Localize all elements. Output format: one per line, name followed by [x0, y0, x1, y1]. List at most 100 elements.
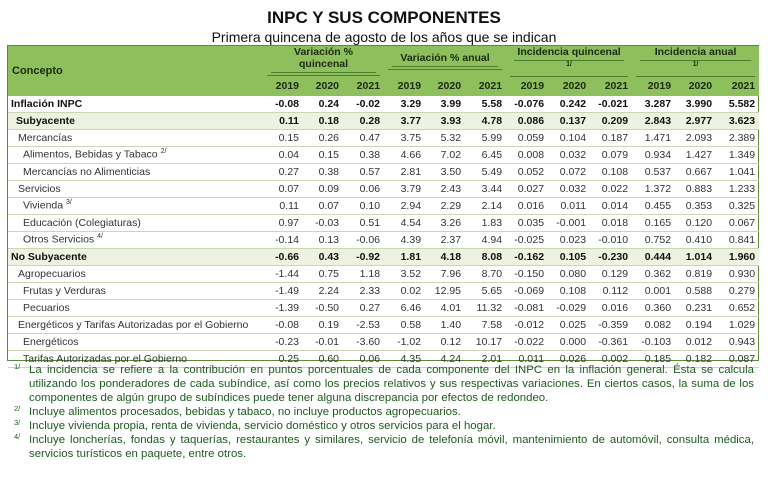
- value-cell: 0.079: [590, 146, 633, 164]
- value-cell: 1.18: [343, 265, 385, 283]
- value-cell: 3.77: [384, 112, 426, 130]
- value-cell: 1.014: [675, 248, 717, 266]
- value-cell: 0.023: [548, 231, 591, 249]
- value-cell: 0.38: [303, 163, 343, 181]
- concept-label: Mercancías: [18, 131, 73, 144]
- value-cell: 0.06: [343, 350, 385, 368]
- value-cell: 0.027: [506, 180, 549, 198]
- value-cell: 0.209: [590, 112, 633, 130]
- value-cell: 1.83: [465, 214, 507, 232]
- table-row: Subyacente 0.11 0.18 0.28 3.77 3.93 4.78 0.086 0…: [8, 112, 760, 130]
- group-header-incidencia-anual: Incidencia anual 1/: [632, 46, 760, 77]
- value-cell: 0.19: [303, 316, 343, 334]
- year-header: 2020: [548, 76, 591, 96]
- value-cell: -0.010: [590, 231, 633, 249]
- value-cell: 2.14: [465, 197, 507, 215]
- value-cell: 0.13: [303, 231, 343, 249]
- table-row: Agropecuarios -1.44 0.75 1.18 3.52 7.96 8.70 -0…: [8, 265, 760, 283]
- value-cell: 5.582: [716, 95, 760, 113]
- value-cell: 0.11: [263, 197, 303, 215]
- value-cell: 0.362: [632, 265, 676, 283]
- concept-cell: Alimentos, Bebidas y Tabaco 2/: [8, 146, 263, 164]
- value-cell: 0.008: [506, 146, 549, 164]
- value-cell: 2.94: [384, 197, 426, 215]
- value-cell: 4.66: [384, 146, 426, 164]
- value-cell: 0.035: [506, 214, 549, 232]
- value-cell: 3.99: [425, 95, 466, 113]
- value-cell: 0.231: [675, 299, 717, 317]
- value-cell: 5.65: [465, 282, 507, 300]
- value-cell: 8.08: [465, 248, 507, 266]
- value-cell: 2.389: [716, 129, 760, 147]
- value-cell: -0.66: [263, 248, 303, 266]
- value-cell: -0.03: [303, 214, 343, 232]
- value-cell: -0.50: [303, 299, 343, 317]
- value-cell: 0.15: [303, 146, 343, 164]
- value-cell: 3.52: [384, 265, 426, 283]
- concept-label: Mercancías no Alimenticias: [23, 165, 151, 178]
- value-cell: 0.47: [343, 129, 385, 147]
- value-cell: -0.01: [303, 333, 343, 351]
- year-header: 2019: [263, 76, 303, 96]
- value-cell: 0.15: [263, 129, 303, 147]
- value-cell: 5.32: [425, 129, 466, 147]
- value-cell: 6.46: [384, 299, 426, 317]
- footnote-text: Incluye loncherías, fondas y taquerías, …: [29, 434, 754, 460]
- value-cell: 2.24: [303, 282, 343, 300]
- concept-label: No Subyacente: [11, 250, 87, 263]
- value-cell: 0.51: [343, 214, 385, 232]
- footnote-text: La incidencia se refiere a la contribuci…: [29, 364, 754, 404]
- value-cell: 0.11: [263, 112, 303, 130]
- concept-cell: Agropecuarios: [8, 265, 263, 283]
- value-cell: 0.072: [548, 163, 591, 181]
- value-cell: 5.49: [465, 163, 507, 181]
- value-cell: 0.067: [716, 214, 760, 232]
- value-cell: 2.843: [632, 112, 676, 130]
- value-cell: 7.96: [425, 265, 466, 283]
- concept-label: Servicios: [18, 182, 61, 195]
- value-cell: 0.588: [675, 282, 717, 300]
- value-cell: 0.58: [384, 316, 426, 334]
- value-cell: 2.43: [425, 180, 466, 198]
- value-cell: 3.44: [465, 180, 507, 198]
- value-cell: 0.025: [548, 316, 591, 334]
- concept-label: Subyacente: [16, 114, 75, 127]
- value-cell: 11.32: [465, 299, 507, 317]
- year-header: 2019: [632, 76, 676, 96]
- footnote-marker: 4/: [97, 233, 103, 241]
- value-cell: 0.360: [632, 299, 676, 317]
- value-cell: 3.93: [425, 112, 466, 130]
- value-cell: 2.29: [425, 197, 466, 215]
- value-cell: 1.40: [425, 316, 466, 334]
- year-header: 2021: [716, 76, 760, 96]
- value-cell: 0.012: [675, 333, 717, 351]
- value-cell: 0.104: [548, 129, 591, 147]
- value-cell: 4.54: [384, 214, 426, 232]
- value-cell: 0.97: [263, 214, 303, 232]
- table-row: Tarifas Autorizadas por el Gobierno 0.25 0…: [8, 350, 760, 368]
- concept-label: Frutas y Verduras: [23, 284, 106, 297]
- value-cell: 0.018: [590, 214, 633, 232]
- year-header: 2020: [303, 76, 343, 96]
- value-cell: 0.165: [632, 214, 676, 232]
- value-cell: 0.014: [590, 197, 633, 215]
- value-cell: -0.162: [506, 248, 549, 266]
- value-cell: -0.359: [590, 316, 633, 334]
- footnote-marker: 2/: [160, 148, 167, 156]
- footnote-mark: 2/: [14, 404, 21, 413]
- value-cell: 10.17: [465, 333, 507, 351]
- value-cell: 0.819: [675, 265, 717, 283]
- table-row: Alimentos, Bebidas y Tabaco 2/0.04 0.15 0.…: [8, 146, 760, 164]
- value-cell: 1.041: [716, 163, 760, 181]
- table-row: Energéticos -0.23 -0.01 -3.60 -1.02 0.12 10.17…: [8, 333, 760, 351]
- value-cell: -0.029: [548, 299, 591, 317]
- value-cell: 4.01: [425, 299, 466, 317]
- value-cell: 3.79: [384, 180, 426, 198]
- value-cell: 2.01: [465, 350, 507, 368]
- value-cell: -0.021: [590, 95, 633, 113]
- year-header: 2019: [506, 76, 549, 96]
- value-cell: -0.14: [263, 231, 303, 249]
- value-cell: 0.455: [632, 197, 676, 215]
- value-cell: 5.58: [465, 95, 507, 113]
- value-cell: -0.025: [506, 231, 549, 249]
